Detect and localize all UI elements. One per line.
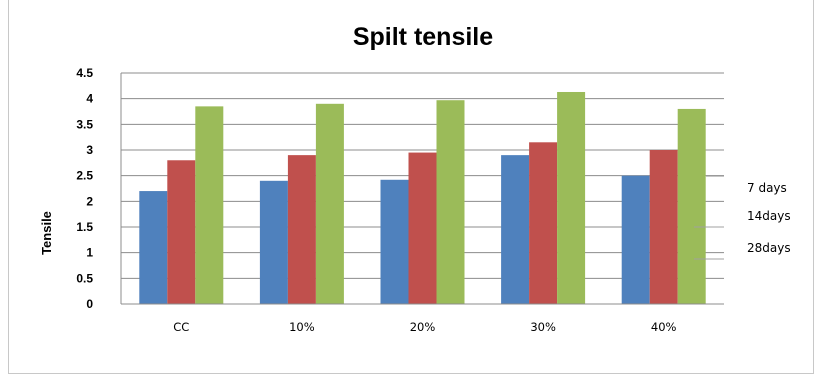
y-tick-label: 1 xyxy=(86,246,93,260)
y-tick-label: 4.5 xyxy=(76,66,93,80)
x-tick-label: 40% xyxy=(651,320,677,334)
y-axis-label: Tensile xyxy=(39,211,54,255)
axes xyxy=(120,73,724,305)
bar-14days-10% xyxy=(287,155,316,304)
y-tick-label: 1.5 xyxy=(76,220,93,234)
bar-7days-40% xyxy=(621,175,650,304)
x-tick-label: 30% xyxy=(530,320,556,334)
y-tick-label: 3.5 xyxy=(76,117,93,131)
chart-frame: Spilt tensile 0 0.5 1 1.5 2 2.5 3 3.5 4 4.5 CC 10%… xyxy=(8,0,814,374)
bar-14days-30% xyxy=(529,142,558,304)
bar-7days-20% xyxy=(380,179,409,304)
legend-entry: 28days xyxy=(747,241,791,255)
bar-28days-40% xyxy=(677,108,706,304)
bar-7days-10% xyxy=(259,180,288,304)
bar-14days-CC xyxy=(167,160,196,304)
legend-entry: 14days xyxy=(747,209,791,223)
legend-entry: 7 days xyxy=(747,181,787,195)
y-tick-label: 2.5 xyxy=(76,169,93,183)
bar-14days-20% xyxy=(408,152,437,304)
x-tick-label: 10% xyxy=(289,320,315,334)
bar-28days-CC xyxy=(195,106,224,304)
legend: 7 days 14days 28days xyxy=(694,175,791,260)
bar-14days-40% xyxy=(649,150,678,304)
y-tick-label: 4 xyxy=(86,92,93,106)
x-tick-label: 20% xyxy=(410,320,436,334)
y-tick-label: 0.5 xyxy=(76,271,93,285)
y-tick-label: 2 xyxy=(86,194,93,208)
bars xyxy=(139,91,706,304)
x-tick-label: CC xyxy=(173,320,189,334)
bar-7days-CC xyxy=(139,191,168,304)
bar-28days-30% xyxy=(557,91,586,304)
y-tick-label: 3 xyxy=(86,143,93,157)
chart-title: Spilt tensile xyxy=(353,23,493,51)
bar-28days-20% xyxy=(436,100,465,304)
bar-7days-30% xyxy=(501,155,530,304)
y-tick-labels: 0 0.5 1 1.5 2 2.5 3 3.5 4 4.5 xyxy=(76,66,93,311)
bar-chart: Spilt tensile 0 0.5 1 1.5 2 2.5 3 3.5 4 4.5 CC 10%… xyxy=(39,23,791,334)
bar-28days-10% xyxy=(315,103,344,304)
y-tick-label: 0 xyxy=(86,297,93,311)
x-tick-labels: CC 10% 20% 30% 40% xyxy=(173,320,676,334)
